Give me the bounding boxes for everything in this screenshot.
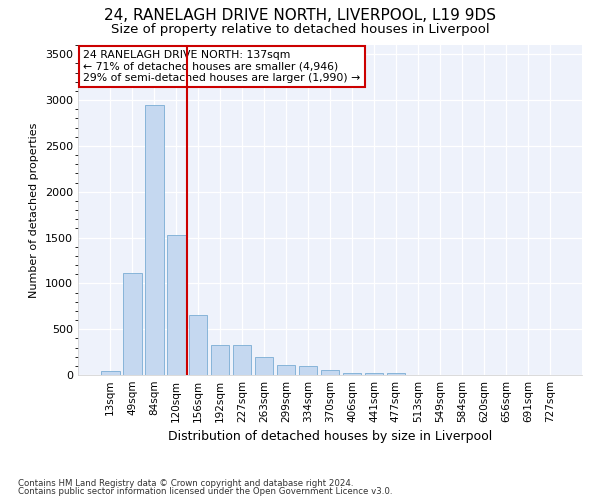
Bar [101, 371, 119, 375]
Bar [386, 373, 405, 375]
Bar [343, 373, 361, 375]
Bar [123, 273, 142, 375]
X-axis label: Distribution of detached houses by size in Liverpool: Distribution of detached houses by size … [168, 430, 492, 444]
Bar [233, 345, 251, 375]
Text: 24, RANELAGH DRIVE NORTH, LIVERPOOL, L19 9DS: 24, RANELAGH DRIVE NORTH, LIVERPOOL, L19… [104, 8, 496, 22]
Bar [277, 365, 295, 375]
Text: Contains public sector information licensed under the Open Government Licence v3: Contains public sector information licen… [18, 487, 392, 496]
Bar [365, 373, 383, 375]
Y-axis label: Number of detached properties: Number of detached properties [29, 122, 40, 298]
Bar [211, 345, 229, 375]
Text: Contains HM Land Registry data © Crown copyright and database right 2024.: Contains HM Land Registry data © Crown c… [18, 478, 353, 488]
Bar [189, 316, 208, 375]
Bar [145, 104, 164, 375]
Text: Size of property relative to detached houses in Liverpool: Size of property relative to detached ho… [110, 22, 490, 36]
Bar [320, 370, 340, 375]
Bar [167, 235, 185, 375]
Bar [299, 366, 317, 375]
Text: 24 RANELAGH DRIVE NORTH: 137sqm
← 71% of detached houses are smaller (4,946)
29%: 24 RANELAGH DRIVE NORTH: 137sqm ← 71% of… [83, 50, 360, 83]
Bar [255, 356, 274, 375]
